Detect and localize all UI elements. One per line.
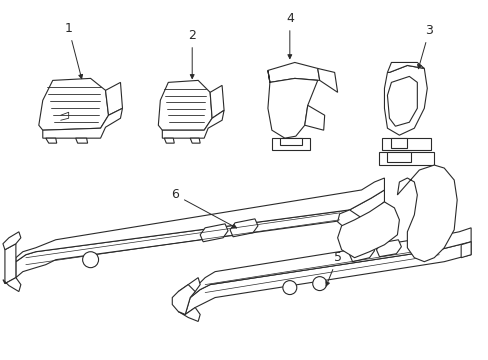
- Polygon shape: [377, 212, 395, 228]
- Polygon shape: [349, 244, 374, 262]
- Circle shape: [282, 280, 296, 294]
- Polygon shape: [382, 138, 430, 150]
- Polygon shape: [337, 202, 399, 258]
- Text: 6: 6: [171, 188, 236, 228]
- Circle shape: [312, 276, 326, 291]
- Polygon shape: [42, 108, 122, 138]
- Polygon shape: [162, 110, 224, 138]
- Polygon shape: [158, 80, 212, 130]
- Polygon shape: [229, 219, 258, 237]
- Polygon shape: [390, 138, 407, 148]
- Text: 5: 5: [325, 251, 341, 286]
- Polygon shape: [267, 71, 317, 138]
- Polygon shape: [3, 232, 21, 250]
- Polygon shape: [376, 240, 401, 257]
- Polygon shape: [397, 165, 456, 262]
- Polygon shape: [16, 178, 384, 262]
- Polygon shape: [267, 62, 319, 82]
- Polygon shape: [386, 76, 416, 126]
- Polygon shape: [190, 228, 470, 298]
- Polygon shape: [304, 105, 324, 130]
- Text: 1: 1: [64, 22, 82, 78]
- Text: 4: 4: [285, 12, 293, 59]
- Polygon shape: [210, 85, 224, 118]
- Polygon shape: [386, 152, 410, 162]
- Circle shape: [82, 252, 99, 268]
- Polygon shape: [105, 82, 122, 115]
- Polygon shape: [384, 66, 427, 135]
- Polygon shape: [3, 278, 21, 292]
- Polygon shape: [185, 242, 470, 315]
- Polygon shape: [46, 138, 57, 143]
- Polygon shape: [16, 190, 384, 278]
- Text: 3: 3: [417, 24, 432, 69]
- Polygon shape: [39, 78, 108, 130]
- Polygon shape: [172, 285, 195, 315]
- Polygon shape: [279, 138, 301, 145]
- Polygon shape: [271, 138, 309, 150]
- Polygon shape: [386, 62, 424, 72]
- Polygon shape: [379, 152, 433, 165]
- Polygon shape: [76, 138, 87, 143]
- Polygon shape: [164, 138, 174, 143]
- Text: 2: 2: [188, 29, 196, 78]
- Polygon shape: [178, 278, 200, 298]
- Polygon shape: [317, 68, 337, 92]
- Polygon shape: [5, 244, 16, 284]
- Polygon shape: [190, 138, 200, 143]
- Polygon shape: [200, 224, 227, 242]
- Polygon shape: [357, 218, 375, 234]
- Polygon shape: [337, 202, 388, 235]
- Polygon shape: [460, 242, 470, 258]
- Polygon shape: [178, 307, 200, 321]
